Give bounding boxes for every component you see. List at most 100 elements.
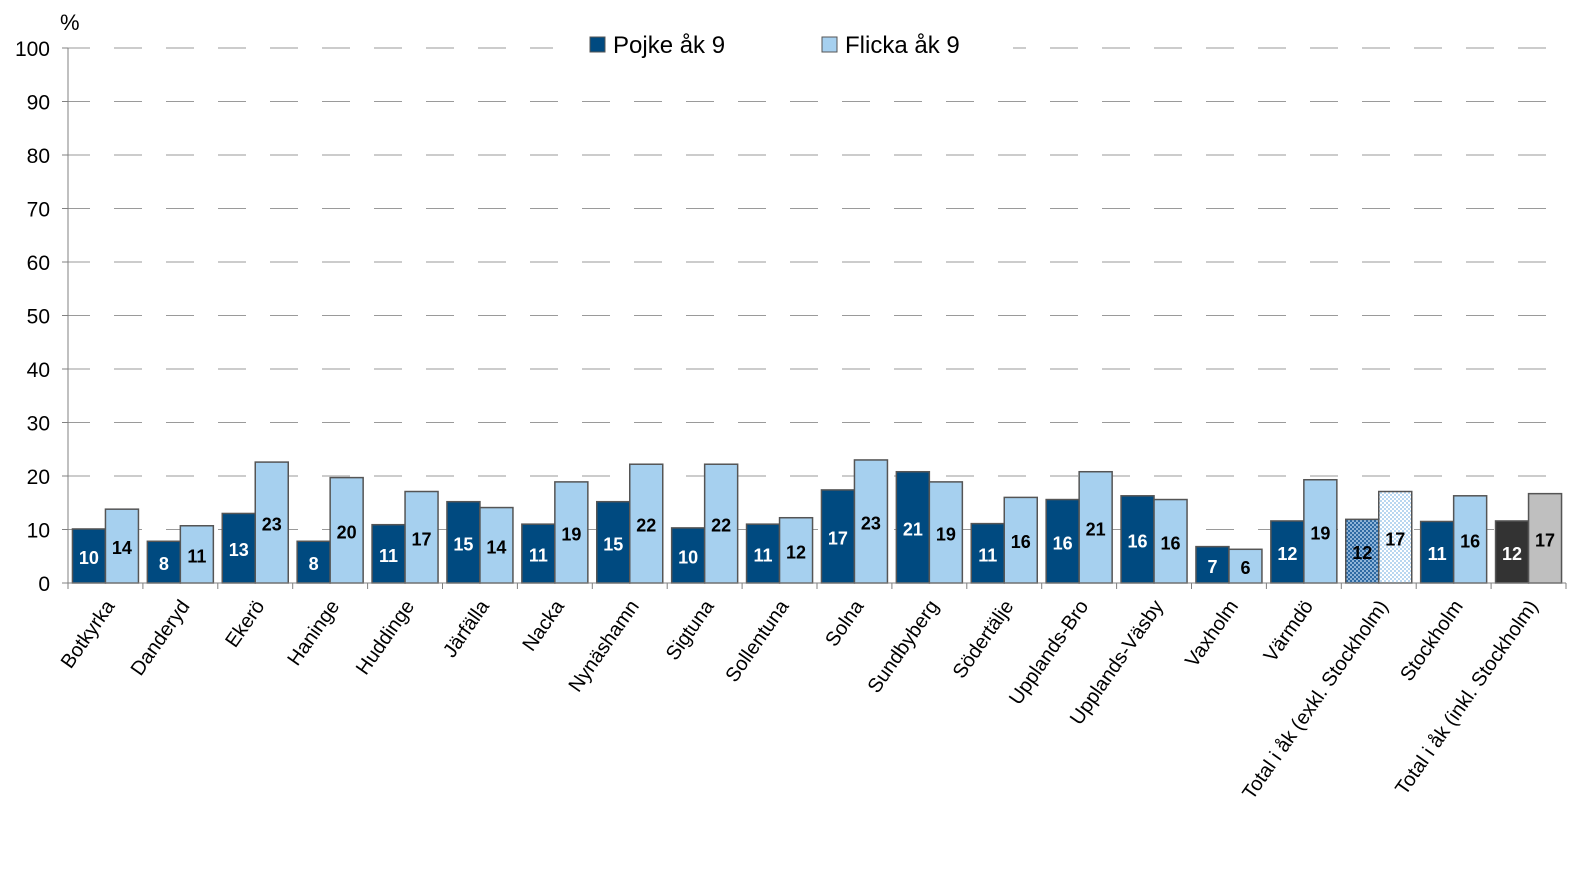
data-label: 11 <box>529 546 548 566</box>
data-label: 12 <box>786 542 806 562</box>
y-tick-label: 50 <box>27 306 50 329</box>
data-label: 22 <box>636 516 656 536</box>
data-label: 21 <box>1086 519 1106 539</box>
y-tick-label: 30 <box>27 413 50 436</box>
x-tick-label: Haninge <box>283 596 344 670</box>
x-tick-label: Huddinge <box>352 596 419 679</box>
x-tick-label: Södertälje <box>949 596 1019 682</box>
data-label: 17 <box>1385 529 1405 549</box>
data-label: 17 <box>1535 530 1555 550</box>
data-label: 8 <box>309 554 319 574</box>
legend-background <box>553 20 1013 72</box>
data-label: 13 <box>229 540 249 560</box>
x-tick-label: Ekerö <box>221 596 269 651</box>
data-label: 17 <box>828 528 848 548</box>
data-label: 11 <box>1428 544 1447 564</box>
bar <box>853 459 889 584</box>
legend-swatch <box>821 36 838 53</box>
bar <box>521 523 556 584</box>
legend-label: Pojke åk 9 <box>613 32 725 59</box>
bar <box>778 516 814 584</box>
data-label: 21 <box>903 519 923 539</box>
data-label: 19 <box>936 524 956 544</box>
y-tick-label: 10 <box>27 520 50 543</box>
x-tick-label: Upplands-Bro <box>1005 596 1093 709</box>
data-label: 16 <box>1128 531 1148 551</box>
y-axis: 0 10 20 30 40 50 60 70 80 90 100 <box>15 38 69 596</box>
x-tick-label: Sigtuna <box>662 596 719 665</box>
bar <box>1045 498 1080 584</box>
legend: Pojke åk 9 Flicka åk 9 <box>553 20 1013 72</box>
bar <box>179 525 215 584</box>
bar <box>1303 478 1338 584</box>
data-label: 11 <box>187 546 206 566</box>
data-label: 23 <box>262 515 282 535</box>
bars <box>71 459 1563 584</box>
data-label: 16 <box>1161 533 1181 553</box>
y-tick-label: 100 <box>15 38 50 61</box>
y-tick-label: 0 <box>38 573 50 596</box>
bar <box>1527 492 1563 584</box>
data-label: 14 <box>486 537 506 557</box>
bar <box>1195 545 1230 584</box>
data-label: 12 <box>1352 543 1372 563</box>
bar <box>895 470 931 584</box>
y-tick-label: 40 <box>27 359 50 382</box>
bar <box>146 540 182 584</box>
data-label: 11 <box>978 545 997 565</box>
data-label: 17 <box>412 529 432 549</box>
data-label: 19 <box>561 524 581 544</box>
x-tick-label: Vaxholm <box>1181 596 1243 671</box>
x-tick-label: Nacka <box>518 596 569 656</box>
bar <box>296 540 331 584</box>
legend-label: Flicka åk 9 <box>845 32 960 59</box>
legend-swatch <box>589 36 606 53</box>
x-tick-label: Värmdö <box>1260 596 1318 666</box>
x-axis: Botkyrka Danderyd Ekerö Haninge Huddinge Järf… <box>57 582 1567 804</box>
data-label: 7 <box>1207 557 1217 577</box>
data-label: 8 <box>159 554 169 574</box>
data-label: 16 <box>1011 532 1031 552</box>
x-tick-label: Sundbyberg <box>864 596 944 697</box>
x-tick-label: Sollentuna <box>721 596 794 687</box>
data-label: 10 <box>79 548 99 568</box>
x-tick-label: Danderyd <box>127 596 195 680</box>
data-label: 16 <box>1053 533 1073 553</box>
bar <box>1419 520 1455 584</box>
y-tick-label: 90 <box>27 92 50 115</box>
data-label: 15 <box>453 534 473 554</box>
data-label: 23 <box>861 513 881 533</box>
bar <box>745 523 781 584</box>
data-label: 19 <box>1310 523 1330 543</box>
bar <box>703 463 739 584</box>
y-tick-label: 20 <box>27 466 50 489</box>
data-label: 12 <box>1277 544 1297 564</box>
bar <box>1078 470 1113 584</box>
x-tick-label: Solna <box>821 596 869 651</box>
bar <box>1345 518 1380 584</box>
data-label: 10 <box>678 547 698 567</box>
y-tick-label: 70 <box>27 199 50 222</box>
data-label: 12 <box>1502 544 1522 564</box>
data-label: 15 <box>603 534 623 554</box>
data-label: 11 <box>379 546 398 566</box>
x-tick-label: Total i åk (exkl. Stockholm) <box>1238 596 1392 803</box>
bar <box>404 490 439 584</box>
bar <box>1003 496 1038 584</box>
x-tick-label: Botkyrka <box>57 596 120 673</box>
data-label: 16 <box>1460 531 1480 551</box>
x-tick-label: Nynäshamn <box>565 596 644 696</box>
bar <box>221 512 256 584</box>
bar <box>329 476 364 584</box>
gridlines <box>68 47 1566 530</box>
data-label: 20 <box>337 522 357 542</box>
y-tick-label: 60 <box>27 252 50 275</box>
bar <box>1228 548 1263 584</box>
bar <box>629 463 664 584</box>
y-axis-label: % <box>60 10 80 35</box>
bar <box>479 506 514 584</box>
y-tick-label: 80 <box>27 145 50 168</box>
data-label: 14 <box>112 538 132 558</box>
bar <box>104 508 140 584</box>
data-label: 22 <box>711 516 731 536</box>
